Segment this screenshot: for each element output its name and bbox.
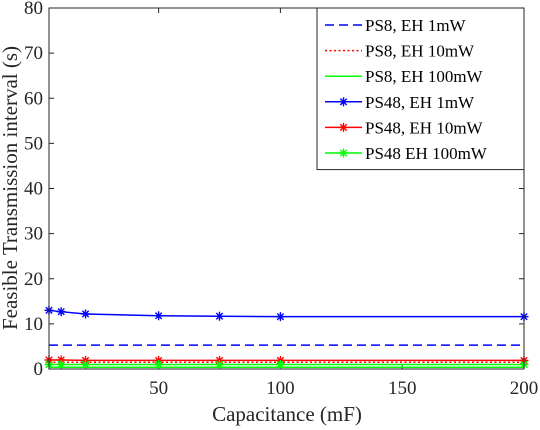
y-tick-label: 0 xyxy=(34,359,44,380)
y-tick-label: 10 xyxy=(24,314,43,335)
x-tick-label: 200 xyxy=(510,378,539,399)
y-tick-label: 20 xyxy=(24,269,43,290)
data-point xyxy=(154,359,164,369)
legend-label: PS48, EH 1mW xyxy=(365,93,475,112)
data-point xyxy=(81,309,91,319)
data-point xyxy=(81,359,91,369)
data-point xyxy=(215,311,225,321)
y-tick-label: 60 xyxy=(24,88,43,109)
legend-entry: PS48, EH 1mW xyxy=(325,93,475,112)
series-line xyxy=(48,309,524,318)
x-tick-label: 150 xyxy=(388,378,417,399)
legend-entry: PS8, EH 10mW xyxy=(325,42,475,61)
series-ps48-eh-1mw xyxy=(44,305,529,322)
legend-label: PS48 EH 100mW xyxy=(365,144,488,163)
data-point xyxy=(339,122,348,132)
legend-entry: PS8, EH 1mW xyxy=(325,16,467,35)
legend-entry: PS48, EH 10mW xyxy=(325,118,484,137)
y-tick-label: 70 xyxy=(24,43,43,64)
legend: PS8, EH 1mW PS8, EH 10mW PS8, EH 100mW PS48… xyxy=(316,7,525,171)
legend-label: PS48, EH 10mW xyxy=(365,118,484,137)
legend-entry: PS8, EH 100mW xyxy=(325,67,484,86)
data-point xyxy=(275,359,285,369)
axis-ticks: 0 10 20 30 40 50 60 70 80 50 100 150 200 xyxy=(24,0,538,399)
data-point xyxy=(275,312,285,322)
legend-entry: PS48 EH 100mW xyxy=(325,144,488,163)
data-point xyxy=(339,148,348,158)
y-axis-label: Feasible Transmission interval (s) xyxy=(0,46,22,330)
plot-series xyxy=(44,305,529,369)
plot-area-frame xyxy=(48,7,525,370)
legend-label: PS8, EH 1mW xyxy=(365,16,467,35)
data-point xyxy=(154,311,164,321)
x-tick-label: 50 xyxy=(149,378,168,399)
x-tick-label: 100 xyxy=(266,378,295,399)
legend-label: PS8, EH 10mW xyxy=(365,42,475,61)
data-point xyxy=(56,359,66,369)
y-tick-label: 30 xyxy=(24,224,43,245)
legend-box xyxy=(316,7,525,171)
y-tick-label: 50 xyxy=(24,133,43,154)
y-tick-label: 40 xyxy=(24,179,43,200)
series-ps48-eh-10mw xyxy=(44,355,529,365)
y-tick-label: 80 xyxy=(24,0,43,19)
data-point xyxy=(339,97,348,107)
legend-label: PS8, EH 100mW xyxy=(365,67,484,86)
data-point xyxy=(56,307,66,317)
axes xyxy=(48,7,525,370)
x-axis-label: Capacitance (mF) xyxy=(212,402,362,426)
series-ps48-eh-100mw xyxy=(44,359,529,369)
data-point xyxy=(215,359,225,369)
